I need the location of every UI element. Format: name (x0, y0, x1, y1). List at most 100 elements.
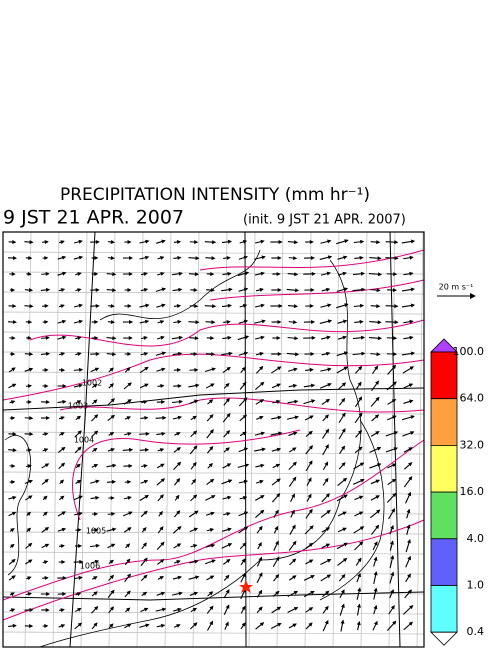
wind-vector-head (241, 605, 246, 611)
wind-vector-head (77, 430, 82, 435)
grid-line (2, 451, 425, 455)
wind-vector-head (293, 367, 298, 372)
wind-vector-head (212, 304, 217, 309)
wind-vector-head (29, 240, 34, 245)
wind-vector-head (408, 621, 414, 626)
wind-vector-head (407, 539, 411, 544)
wind-vector-head (110, 589, 115, 594)
wind-vector-head (326, 335, 331, 340)
wind-vector-head (209, 478, 215, 483)
isobar (59, 397, 425, 413)
wind-vector-head (10, 608, 16, 613)
wind-vector-head (60, 304, 65, 309)
wind-vector-head (61, 511, 66, 516)
init-time: (init. 9 JST 21 APR. 2007) (243, 213, 406, 228)
wind-vector-head (277, 623, 282, 627)
wind-vector-head (176, 239, 182, 244)
grid-line (164, 231, 172, 648)
wind-vector-head (357, 381, 362, 387)
wind-vector-head (392, 352, 398, 357)
wind-vector-head (160, 623, 166, 628)
wind-vector-head (144, 447, 150, 452)
wind-vector-head (243, 511, 249, 516)
wind-vector-head (409, 604, 414, 610)
wind-vector-head (327, 239, 332, 244)
wind-vector-head (12, 240, 17, 245)
wind-vector-head (11, 416, 16, 421)
wind-vector-head (410, 287, 415, 292)
wind-vector-head (276, 383, 281, 388)
isobar (2, 353, 425, 401)
wind-vector-head (309, 239, 314, 244)
wind-vector-head (373, 587, 378, 592)
wind-vector-head (209, 605, 214, 611)
wind-vector-head (277, 287, 282, 292)
wind-vector-head (275, 540, 279, 545)
wind-vector-head (260, 271, 265, 276)
wind-vector-head (77, 272, 82, 276)
wind-vector-head (343, 494, 348, 499)
wind-vector-head (144, 383, 149, 388)
wind-vector-head (243, 351, 249, 356)
wind-vector-head (409, 366, 415, 371)
wind-vector-head (209, 620, 214, 626)
wind-vector-head (60, 240, 65, 245)
wind-vector-head (160, 591, 166, 596)
wind-vector-head (60, 624, 66, 628)
wind-vector-head (261, 447, 266, 452)
wind-vector-head (29, 304, 34, 309)
wind-vector-head (343, 351, 349, 356)
wind-vector-head (109, 623, 114, 628)
wind-vector-head (407, 573, 411, 578)
wind-vector-head (62, 591, 67, 596)
wind-vector-head (277, 319, 282, 324)
wind-vector-head (361, 287, 366, 292)
grid-line (2, 631, 425, 635)
wind-vector-head (409, 319, 414, 324)
wind-vector-head (308, 542, 314, 547)
wind-vector-head (145, 431, 150, 436)
grid-line (2, 271, 425, 275)
wind-vector-head (327, 319, 333, 324)
wind-vector-head (110, 414, 115, 419)
coast (99, 249, 261, 321)
wind-vector-head (325, 287, 331, 292)
wind-vector-head (194, 272, 199, 277)
wind-vector-head (225, 447, 230, 452)
isobar-label: 1003 (68, 402, 88, 411)
wind-vector-head (60, 367, 66, 372)
wind-vector-head (410, 415, 415, 420)
wind-vector-head (160, 271, 165, 276)
wind-vector-head (175, 494, 180, 500)
wind-vector-head (293, 256, 298, 261)
wind-vector-head (94, 512, 99, 517)
wind-vector-head (409, 399, 414, 404)
wind-vector-head (241, 622, 246, 627)
wind-vector-head (161, 607, 167, 612)
wind-vector-head (142, 542, 147, 547)
wind-vector-head (277, 415, 282, 420)
wind-vector-head (177, 526, 182, 531)
wind-vector-head (360, 239, 365, 244)
wind-vector-head (292, 447, 297, 452)
wind-vector-head (126, 416, 132, 420)
wind-vector-head (340, 619, 345, 624)
wind-vector-head (192, 607, 198, 612)
wind-vector-head (292, 623, 297, 628)
wind-vector-head (225, 621, 229, 627)
wind-vector-head (327, 383, 332, 387)
wind-vector-head (259, 351, 264, 356)
wind-vector-head (44, 304, 49, 309)
wind-vector-head (357, 603, 361, 608)
wind-vector-head (408, 476, 413, 481)
wind-vector-head (294, 415, 299, 420)
wind-vector-head (43, 511, 48, 516)
wind-vector-head (62, 271, 67, 276)
wind-vector-head (127, 527, 132, 532)
wind-vector-head (259, 622, 265, 627)
wind-vector-head (178, 287, 183, 292)
wind-vector-head (208, 462, 213, 468)
wind-vector-head (77, 543, 83, 548)
wind-vector-head (128, 511, 133, 516)
wind-vector-head (375, 396, 380, 402)
